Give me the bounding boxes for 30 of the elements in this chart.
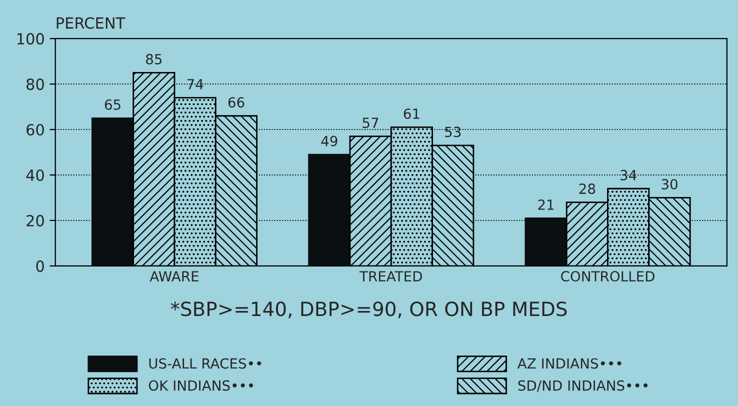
x-tick-label: CONTROLLED xyxy=(561,271,654,282)
data-label: 34 xyxy=(620,170,636,180)
data-label: 53 xyxy=(445,126,461,138)
data-label: 85 xyxy=(146,54,162,64)
data-label: 30 xyxy=(662,178,678,190)
y-axis-title: PERCENT xyxy=(56,17,126,29)
data-label: 28 xyxy=(579,184,596,194)
bar xyxy=(524,217,568,266)
legend-label: OK INDIANS••• xyxy=(148,380,254,391)
data-label: 66 xyxy=(228,97,244,108)
y-tick-label: 20 xyxy=(26,214,44,226)
x-tick-label: TREATED xyxy=(359,271,422,282)
data-label: 61 xyxy=(404,108,420,119)
x-tick-label: AWARE xyxy=(150,271,198,282)
y-tick-label: 100 xyxy=(17,33,44,45)
bar xyxy=(308,154,351,266)
data-label: 74 xyxy=(187,79,204,90)
y-tick-label: 0 xyxy=(36,260,44,272)
y-tick-label: 60 xyxy=(26,124,44,136)
data-label: 57 xyxy=(362,118,378,128)
legend-label: SD/ND INDIANS••• xyxy=(518,380,648,392)
y-tick-label: 40 xyxy=(26,169,44,182)
y-tick-label: 80 xyxy=(26,78,44,90)
data-label: 21 xyxy=(538,199,554,210)
bar xyxy=(91,117,134,266)
data-label: 65 xyxy=(104,99,120,110)
legend-label: AZ INDIANS••• xyxy=(517,358,622,369)
data-label: 49 xyxy=(321,136,338,146)
legend-label: US-ALL RACES•• xyxy=(149,358,262,369)
text: *SBP>=140, DBP>=90, OR ON BP MEDS xyxy=(170,302,567,318)
